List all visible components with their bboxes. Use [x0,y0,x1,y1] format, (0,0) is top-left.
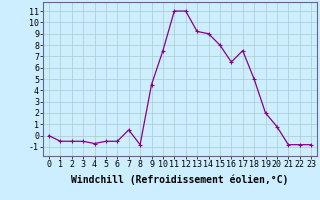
X-axis label: Windchill (Refroidissement éolien,°C): Windchill (Refroidissement éolien,°C) [71,175,289,185]
